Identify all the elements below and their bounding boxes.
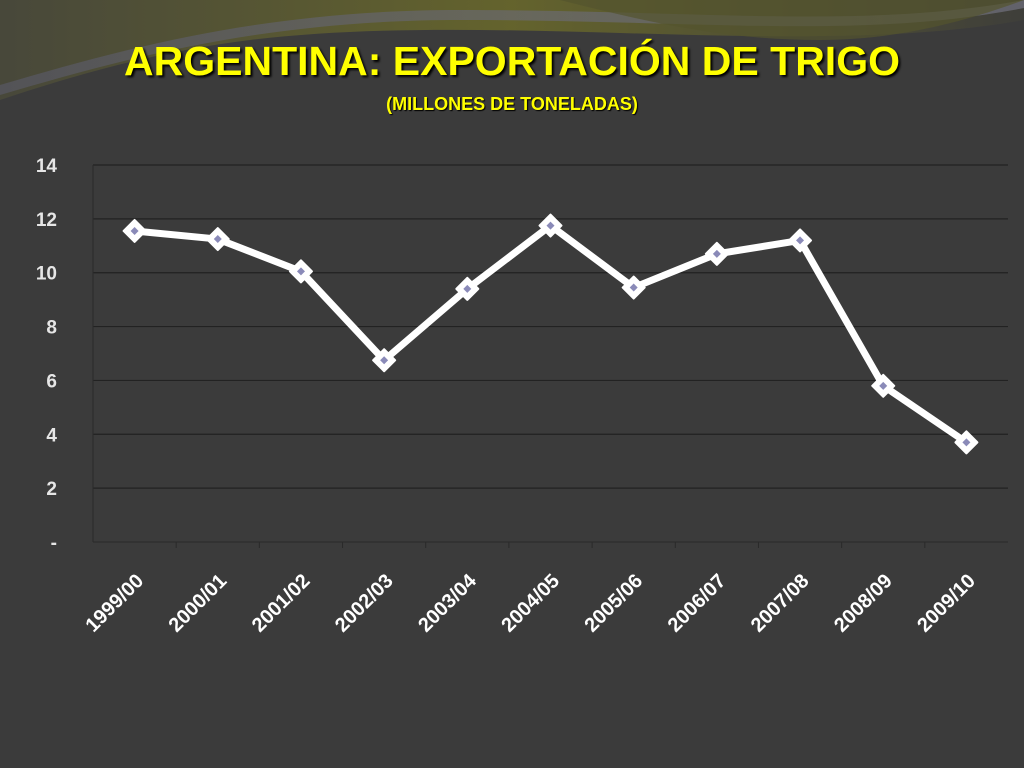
data-point-center [463, 284, 472, 293]
series-markers [122, 213, 979, 455]
x-tick-label: 2002/03 [331, 570, 398, 637]
x-tick-label: 2000/01 [165, 570, 232, 637]
y-tick-label: 10 [36, 264, 57, 285]
data-point-center [213, 235, 222, 244]
data-point [122, 218, 147, 243]
data-point [288, 259, 313, 284]
x-tick-label: 2009/10 [913, 570, 980, 637]
data-point-center [546, 221, 555, 230]
gridlines [93, 164, 1008, 489]
data-point-center [296, 267, 305, 276]
chart-title: ARGENTINA: EXPORTACIÓN DE TRIGO [124, 38, 900, 84]
data-point [372, 348, 397, 373]
data-point-center [629, 283, 638, 292]
data-point-center [712, 249, 721, 258]
data-point-center [130, 226, 139, 235]
y-tick-label: 14 [36, 156, 58, 177]
data-point [788, 228, 813, 253]
x-tick-label: 2005/06 [581, 570, 648, 637]
chart-subtitle: (MILLONES DE TONELADAS) [386, 94, 638, 114]
data-point-center [380, 356, 389, 365]
x-tick-label: 2004/05 [497, 570, 564, 637]
y-tick-label: - [51, 533, 57, 554]
x-tick-label: 2008/09 [830, 570, 897, 637]
y-tick-label: 4 [46, 425, 57, 446]
series-line-0 [131, 222, 970, 446]
y-axis: - 2 4 6 8 10 12 14 [36, 156, 94, 554]
series-line [131, 222, 970, 446]
data-point [205, 227, 230, 252]
header-swoosh-decoration [0, 0, 1024, 140]
x-tick-label: 2001/02 [248, 570, 315, 637]
y-tick-label: 6 [46, 371, 57, 392]
data-point-center [796, 236, 805, 245]
y-tick-label: 2 [46, 479, 57, 500]
x-tick-label: 2007/08 [747, 570, 814, 637]
line-chart: - 2 4 6 8 10 12 14 1999/00 2000/01 2001/02 2002/03… [36, 156, 1008, 637]
x-tick-label: 2003/04 [414, 569, 481, 636]
data-point [621, 275, 646, 300]
data-point [538, 213, 563, 238]
chart-area: - 2 4 6 8 10 12 14 1999/00 2000/01 2001/02 2002/03… [0, 142, 1024, 686]
data-point-center [879, 381, 888, 390]
x-axis: 1999/00 2000/01 2001/02 2002/03 2003/04 2004/… [81, 541, 1008, 637]
x-tick-label: 2006/07 [664, 570, 731, 637]
x-tick-label: 1999/00 [81, 570, 148, 637]
data-point [455, 276, 480, 301]
data-point [954, 430, 979, 455]
data-point [871, 373, 896, 398]
y-tick-label: 8 [46, 318, 57, 339]
data-point [704, 241, 729, 266]
y-tick-label: 12 [36, 210, 57, 231]
data-point-center [962, 438, 971, 447]
